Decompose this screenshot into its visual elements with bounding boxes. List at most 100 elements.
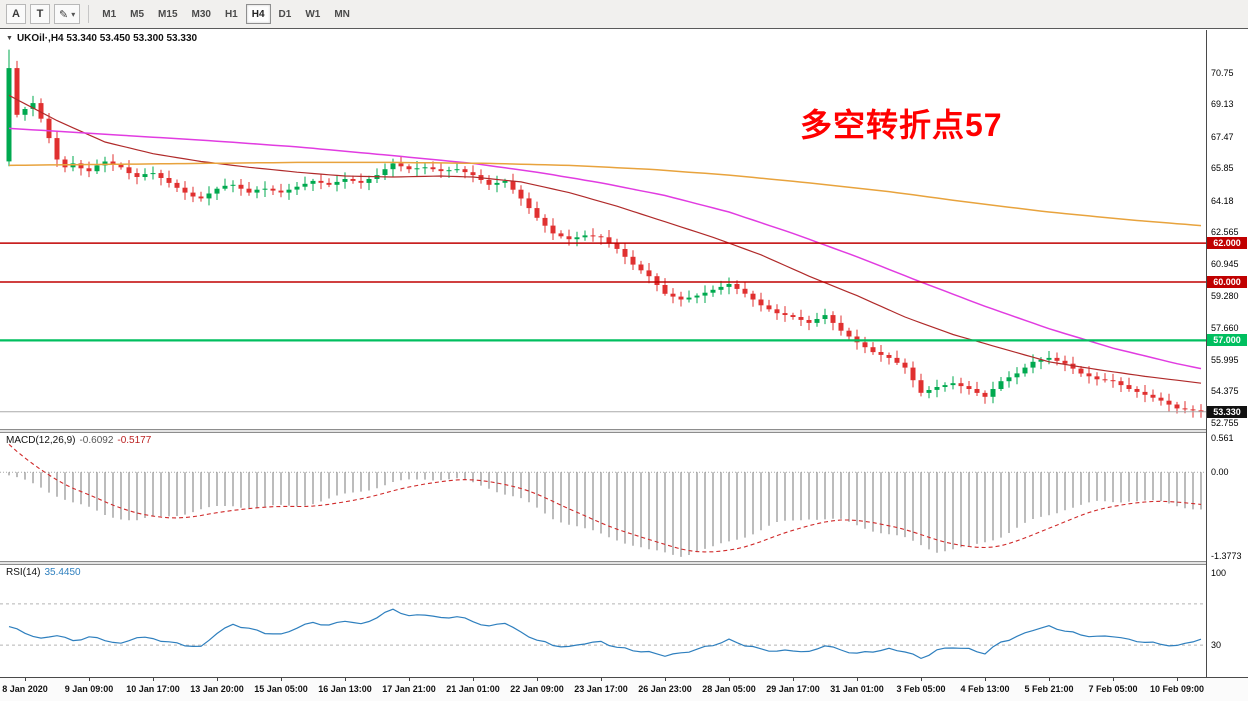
macd-axis-label: -1.3773 [1211, 551, 1242, 561]
time-axis-tick [345, 678, 346, 681]
macd-axis-label: 0.00 [1211, 467, 1229, 477]
timeframe-M30-button[interactable]: M30 [191, 8, 211, 20]
time-axis-tick [89, 678, 90, 681]
tool-text-button[interactable]: T [30, 4, 50, 24]
macd-name: MACD(12,26,9) [6, 435, 76, 446]
price-axis-label: 57.660 [1211, 323, 1239, 333]
time-axis-label: 5 Feb 21:00 [1024, 684, 1074, 694]
toolbar-separator [88, 5, 90, 23]
time-axis-tick [729, 678, 730, 681]
macd-label: MACD(12,26,9) -0.6092 -0.5177 [6, 435, 151, 446]
timeframe-M5-button[interactable]: M5 [130, 8, 145, 20]
price-axis-label: 54.375 [1211, 386, 1239, 396]
ma-magenta-line [8, 127, 1202, 370]
rsi-value: 35.4450 [44, 567, 81, 578]
candles [6, 49, 1204, 418]
price-axis-separator [1206, 30, 1207, 677]
chart-annotation-text[interactable]: 多空转折点57 [800, 107, 1003, 143]
macd-axis-label: 0.561 [1211, 433, 1234, 443]
time-axis-label: 17 Jan 21:00 [382, 684, 436, 694]
time-axis-tick [281, 678, 282, 681]
macd-histogram [8, 472, 1202, 557]
timeframe-H1-button[interactable]: H1 [224, 8, 238, 20]
time-axis-tick [25, 678, 26, 681]
price-axis-label: 65.85 [1211, 163, 1234, 173]
toolbar: A T ✎ ▾ M1 M5 M15 M30 H1 H4 D1 W1 MN [0, 0, 1248, 29]
ma-red-line [8, 94, 1202, 384]
time-axis-tick [601, 678, 602, 681]
symbol-ohlc-label: ▼ UKOil·,H4 53.340 53.450 53.300 53.330 [6, 33, 197, 44]
hline-price-badge: 57.000 [1207, 334, 1247, 346]
hline-price-badge: 60.000 [1207, 276, 1247, 288]
price-axis-label: 60.945 [1211, 259, 1239, 269]
time-axis-label: 16 Jan 13:00 [318, 684, 372, 694]
timeframe-W1-button[interactable]: W1 [305, 8, 321, 20]
timeframe-H4-button[interactable]: H4 [245, 4, 271, 24]
price-axis-label: 55.995 [1211, 355, 1239, 365]
time-axis-label: 21 Jan 01:00 [446, 684, 500, 694]
time-axis-tick [409, 678, 410, 681]
current-price-badge: 53.330 [1207, 406, 1247, 418]
tool-annotate-icon: A [12, 8, 20, 20]
price-axis-label: 59.280 [1211, 291, 1239, 301]
rsi-axis-label: 100 [1211, 568, 1227, 578]
price-axis[interactable]: 70.75 69.13 67.47 65.85 64.18 62.565 60.945 59.… [1207, 30, 1248, 677]
panel-divider[interactable] [0, 561, 1248, 565]
chart-objects-caret-icon[interactable]: ▼ [6, 35, 13, 42]
hline-price-badge: 62.000 [1207, 237, 1247, 249]
time-axis-tick [473, 678, 474, 681]
time-axis-tick [1177, 678, 1178, 681]
tool-draw-button[interactable]: ✎ ▾ [54, 4, 81, 24]
time-axis-tick [217, 678, 218, 681]
timeframe-M15-button[interactable]: M15 [158, 8, 178, 20]
price-axis-label: 69.13 [1211, 99, 1234, 109]
time-axis-label: 9 Jan 09:00 [64, 684, 114, 694]
time-axis-tick [921, 678, 922, 681]
time-axis-label: 22 Jan 09:00 [510, 684, 564, 694]
time-axis-tick [153, 678, 154, 681]
time-axis-label: 7 Feb 05:00 [1088, 684, 1138, 694]
time-axis-tick [857, 678, 858, 681]
chevron-down-icon: ▾ [71, 9, 76, 19]
time-axis-label: 4 Feb 13:00 [960, 684, 1010, 694]
price-axis-label: 62.565 [1211, 227, 1239, 237]
time-axis-label: 23 Jan 17:00 [574, 684, 628, 694]
tool-text-icon: T [36, 8, 44, 20]
time-axis-label: 10 Jan 17:00 [126, 684, 180, 694]
rsi-label: RSI(14) 35.4450 [6, 567, 81, 578]
time-axis-label: 31 Jan 01:00 [830, 684, 884, 694]
time-axis-label: 29 Jan 17:00 [766, 684, 820, 694]
price-axis-label: 70.75 [1211, 68, 1234, 78]
time-axis-tick [665, 678, 666, 681]
main-chart-canvas[interactable] [0, 30, 1206, 429]
timeframe-D1-button[interactable]: D1 [278, 8, 292, 20]
timeframe-MN-button[interactable]: MN [334, 8, 350, 20]
tool-annotate-button[interactable]: A [6, 4, 26, 24]
rsi-line [8, 608, 1202, 660]
rsi-name: RSI(14) [6, 567, 41, 578]
rsi-canvas[interactable] [0, 565, 1206, 677]
rsi-axis-label: 30 [1211, 640, 1222, 650]
time-axis-label: 15 Jan 05:00 [254, 684, 308, 694]
time-axis-label: 28 Jan 05:00 [702, 684, 756, 694]
time-axis-tick [985, 678, 986, 681]
price-axis-label: 67.47 [1211, 132, 1234, 142]
macd-canvas[interactable] [0, 433, 1206, 561]
price-axis-label: 52.755 [1211, 418, 1239, 428]
time-axis-label: 10 Feb 09:00 [1149, 684, 1205, 694]
time-axis[interactable]: 8 Jan 2020 9 Jan 09:00 10 Jan 17:00 13 Jan … [0, 677, 1248, 701]
macd-signal-line [8, 443, 1202, 553]
timeframe-M1-button[interactable]: M1 [102, 8, 117, 20]
macd-signal-value: -0.5177 [117, 435, 152, 446]
price-axis-label: 64.18 [1211, 196, 1234, 206]
time-axis-label: 13 Jan 20:00 [190, 684, 244, 694]
ma-orange-line [8, 161, 1202, 227]
time-axis-tick [1049, 678, 1050, 681]
macd-main-value: -0.6092 [79, 435, 114, 446]
time-axis-label: 26 Jan 23:00 [638, 684, 692, 694]
time-axis-label: 8 Jan 2020 [2, 684, 48, 694]
time-axis-tick [537, 678, 538, 681]
panel-divider[interactable] [0, 429, 1248, 433]
time-axis-label: 3 Feb 05:00 [896, 684, 946, 694]
